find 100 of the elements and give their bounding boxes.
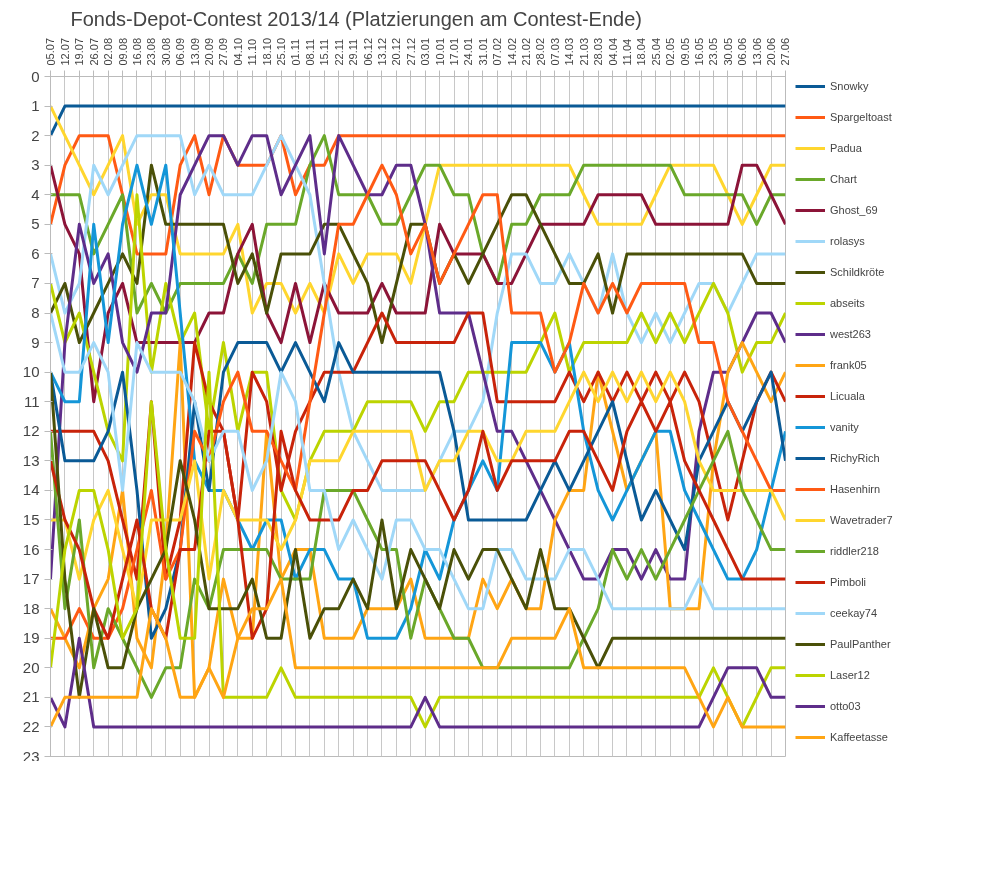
y-tick-label: 18 [22, 599, 40, 617]
x-tick-label: 16.05 [693, 37, 706, 66]
x-tick-label: 18.04 [635, 37, 648, 66]
x-tick-label: 21.03 [577, 37, 590, 66]
x-tick-label: 02.08 [102, 37, 115, 66]
x-tick-label: 12.07 [58, 37, 71, 66]
legend-label: Laser12 [830, 669, 870, 681]
y-tick-label: 1 [31, 97, 40, 115]
x-tick-label: 27.12 [404, 37, 417, 66]
x-tick-label: 20.09 [203, 37, 216, 66]
x-tick-label: 18.10 [260, 37, 273, 66]
x-tick-label: 10.01 [433, 37, 446, 66]
x-tick-label: 06.09 [174, 37, 187, 66]
legend-label: Wavetrader7 [830, 514, 893, 526]
legend-label: PaulPanther [830, 638, 891, 650]
legend-label: rolasys [830, 235, 865, 247]
y-tick-label: 23 [22, 747, 40, 765]
line-series [50, 636, 786, 729]
x-tick-label: 14.02 [505, 37, 518, 66]
y-tick-label: 17 [22, 570, 40, 588]
x-tick-label: 30.08 [159, 37, 172, 66]
legend-label: Schildkröte [830, 266, 885, 278]
x-tick-label: 09.08 [116, 37, 129, 66]
x-tick-label: 23.08 [145, 37, 158, 66]
x-tick-label: 27.09 [217, 37, 230, 66]
y-tick-label: 13 [22, 451, 40, 469]
y-tick-label: 2 [31, 126, 40, 144]
legend-label: Pimboli [830, 576, 867, 588]
x-tick-label: 22.11 [332, 38, 345, 66]
x-tick-label: 31.01 [476, 37, 489, 66]
x-tick-label: 06.12 [361, 37, 374, 66]
legend-label: Licuala [830, 390, 865, 402]
y-tick-label: 14 [22, 481, 40, 499]
y-tick-label: 20 [22, 658, 40, 676]
legend-label: Padua [830, 142, 862, 154]
x-tick-label: 25.10 [275, 37, 288, 66]
legend-label: Hasenhirn [830, 483, 881, 495]
x-tick-label: 04.04 [606, 37, 619, 66]
x-tick-label: 08.11 [303, 38, 316, 66]
x-tick-label: 24.01 [462, 37, 475, 66]
legend-label: Chart [830, 173, 857, 185]
x-tick-label: 28.02 [534, 37, 547, 66]
x-tick-label: 03.01 [419, 37, 432, 66]
legend-label: RichyRich [830, 452, 880, 464]
x-tick-label: 04.10 [231, 37, 244, 66]
x-tick-label: 27.06 [779, 37, 792, 66]
y-tick-label: 0 [31, 67, 40, 85]
legend-label: Ghost_69 [830, 204, 878, 216]
y-tick-label: 10 [22, 363, 40, 381]
x-tick-label: 28.03 [592, 37, 605, 66]
x-tick-label: 19.07 [73, 37, 86, 66]
x-tick-label: 05.07 [44, 37, 57, 66]
y-tick-label: 21 [22, 688, 40, 706]
x-tick-label: 02.05 [664, 37, 677, 66]
x-tick-label: 11.10 [246, 38, 259, 66]
x-tick-label: 13.09 [188, 37, 201, 66]
x-tick-label: 25.04 [649, 37, 662, 66]
y-tick-label: 7 [31, 274, 40, 292]
x-tick-label: 17.01 [448, 37, 461, 66]
x-tick-label: 09.05 [678, 37, 691, 66]
x-tick-label: 01.11 [289, 38, 302, 66]
legend-label: frank05 [830, 359, 867, 371]
y-tick-label: 11 [23, 392, 40, 410]
x-tick-label: 21.02 [520, 37, 533, 66]
x-tick-label: 15.11 [318, 38, 331, 66]
legend-label: Kaffeetasse [830, 731, 888, 743]
y-tick-label: 4 [31, 185, 40, 203]
y-tick-label: 15 [22, 510, 40, 528]
x-tick-label: 13.12 [375, 37, 388, 66]
y-tick-label: 19 [22, 629, 40, 647]
x-tick-label: 16.08 [130, 37, 143, 66]
x-tick-label: 23.05 [707, 37, 720, 66]
x-tick-label: 06.06 [736, 37, 749, 66]
y-tick-label: 16 [22, 540, 40, 558]
x-tick-label: 07.03 [548, 37, 561, 66]
x-tick-label: 11.04 [620, 38, 633, 66]
legend-label: riddler218 [830, 545, 879, 557]
legend-label: vanity [830, 421, 859, 433]
x-tick-label: 26.07 [87, 37, 100, 66]
x-tick-label: 14.03 [563, 37, 576, 66]
y-tick-label: 8 [31, 304, 40, 322]
legend-label: west263 [830, 328, 871, 340]
x-tick-label: 30.05 [721, 37, 734, 66]
y-tick-label: 5 [31, 215, 40, 233]
x-tick-label: 20.12 [390, 37, 403, 66]
y-tick-label: 6 [31, 244, 40, 262]
legend-label: Spargeltoast [830, 111, 892, 123]
x-tick-label: 07.02 [491, 37, 504, 66]
y-tick-label: 22 [22, 717, 40, 735]
y-tick-label: 9 [31, 333, 40, 351]
legend-label: Snowky [830, 80, 869, 92]
y-tick-label: 3 [31, 156, 40, 174]
x-tick-label: 29.11 [347, 38, 360, 66]
chart-title: Fonds-Depot-Contest 2013/14 (Platzierungen am Contest-Ende) [70, 7, 642, 30]
legend-label: abseits [830, 297, 865, 309]
x-tick-label: 20.06 [765, 37, 778, 66]
y-tick-label: 12 [22, 422, 40, 440]
legend-label: ceekay74 [830, 607, 878, 619]
x-tick-label: 13.06 [750, 37, 763, 66]
legend-label: otto03 [830, 700, 861, 712]
